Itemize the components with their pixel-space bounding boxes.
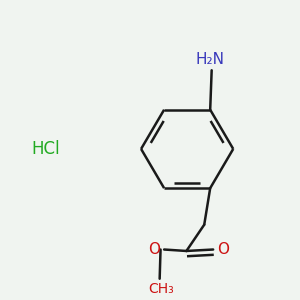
Text: O: O (148, 242, 160, 257)
Text: O: O (217, 242, 229, 257)
Text: HCl: HCl (31, 140, 60, 158)
Text: CH₃: CH₃ (148, 282, 174, 296)
Text: H₂N: H₂N (196, 52, 225, 67)
